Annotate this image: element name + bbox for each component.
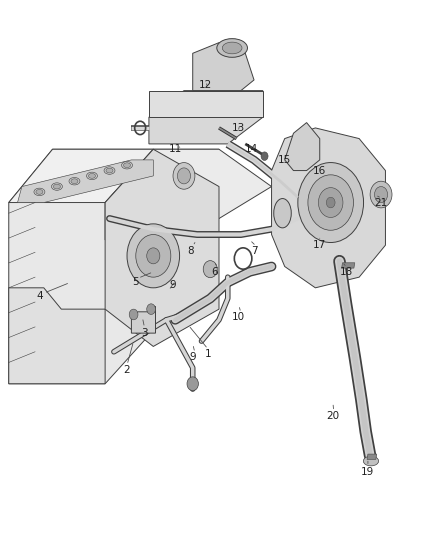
- Ellipse shape: [217, 39, 247, 57]
- Polygon shape: [9, 149, 153, 203]
- Text: 9: 9: [189, 352, 196, 362]
- Ellipse shape: [124, 163, 131, 168]
- Circle shape: [308, 175, 353, 230]
- Ellipse shape: [88, 173, 95, 178]
- Circle shape: [261, 152, 268, 160]
- Ellipse shape: [274, 198, 291, 228]
- Circle shape: [147, 248, 160, 264]
- Text: 12: 12: [199, 80, 212, 90]
- Ellipse shape: [363, 456, 378, 466]
- Text: 17: 17: [313, 240, 326, 250]
- Text: 8: 8: [187, 246, 194, 255]
- Polygon shape: [105, 149, 219, 346]
- Ellipse shape: [106, 168, 113, 173]
- Polygon shape: [149, 91, 263, 117]
- Polygon shape: [149, 91, 263, 144]
- Text: 3: 3: [141, 328, 148, 338]
- Text: 20: 20: [326, 411, 339, 421]
- Text: 4: 4: [36, 291, 43, 301]
- Circle shape: [370, 181, 392, 208]
- Ellipse shape: [52, 183, 63, 190]
- Circle shape: [298, 163, 364, 243]
- Ellipse shape: [121, 161, 132, 169]
- Text: 11: 11: [169, 144, 182, 154]
- Circle shape: [173, 163, 195, 189]
- Text: 2: 2: [124, 366, 131, 375]
- Polygon shape: [131, 306, 155, 333]
- Ellipse shape: [53, 184, 60, 189]
- Text: 9: 9: [170, 280, 177, 290]
- Text: 15: 15: [278, 155, 291, 165]
- Polygon shape: [272, 128, 385, 288]
- Polygon shape: [342, 263, 355, 268]
- Polygon shape: [285, 123, 320, 171]
- Ellipse shape: [223, 42, 242, 54]
- Polygon shape: [153, 149, 272, 224]
- Circle shape: [203, 261, 217, 278]
- Text: 1: 1: [205, 350, 212, 359]
- Ellipse shape: [71, 179, 78, 183]
- Text: 19: 19: [361, 467, 374, 477]
- Polygon shape: [9, 149, 153, 384]
- Text: 16: 16: [313, 166, 326, 175]
- Ellipse shape: [104, 167, 115, 174]
- Text: 6: 6: [211, 267, 218, 277]
- Polygon shape: [105, 149, 219, 240]
- Ellipse shape: [69, 177, 80, 185]
- Text: 21: 21: [374, 198, 388, 207]
- Text: 10: 10: [232, 312, 245, 322]
- Text: 18: 18: [339, 267, 353, 277]
- Circle shape: [127, 224, 180, 288]
- Circle shape: [318, 188, 343, 217]
- Polygon shape: [193, 43, 254, 91]
- Ellipse shape: [86, 172, 97, 180]
- Circle shape: [129, 309, 138, 320]
- Text: 14: 14: [245, 144, 258, 154]
- Text: 7: 7: [251, 246, 258, 255]
- Circle shape: [147, 304, 155, 314]
- Circle shape: [374, 187, 388, 203]
- Circle shape: [326, 197, 335, 208]
- Circle shape: [136, 235, 171, 277]
- Polygon shape: [9, 288, 105, 384]
- Ellipse shape: [34, 188, 45, 196]
- Ellipse shape: [36, 189, 43, 195]
- Text: 5: 5: [132, 278, 139, 287]
- Text: 13: 13: [232, 123, 245, 133]
- Polygon shape: [18, 160, 153, 203]
- Circle shape: [187, 377, 198, 391]
- Circle shape: [177, 168, 191, 184]
- Polygon shape: [367, 454, 377, 459]
